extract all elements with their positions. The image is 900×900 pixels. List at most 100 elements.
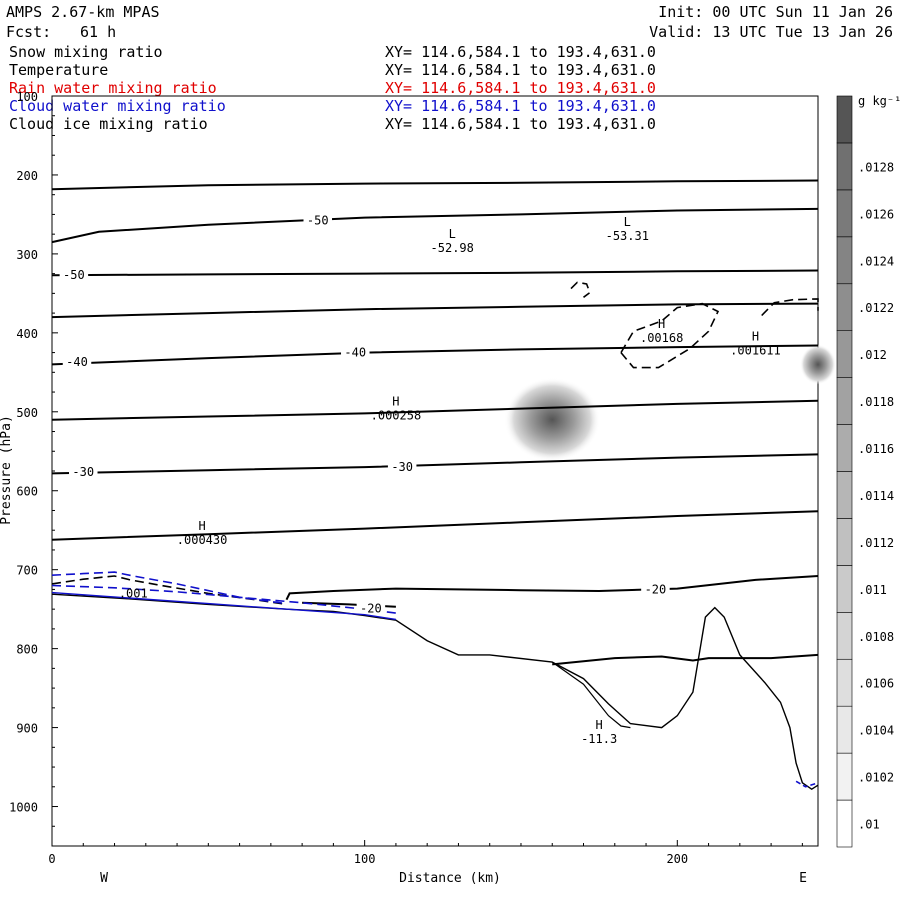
legend-item-xy: XY= 114.6,584.1 to 193.4,631.0 (385, 115, 656, 133)
colorbar: .01 .0102 .0104 .0106 .0108 .011 .0112 .0114 .01… (836, 94, 900, 848)
contour-label-bg (387, 459, 417, 473)
contour-label-bg (59, 267, 89, 281)
y-tick-label: 400 (16, 327, 38, 341)
colorbar-swatch (836, 565, 853, 613)
west-label: W (100, 871, 108, 886)
extremum-value: .00168 (640, 331, 683, 345)
isotherm-line (51, 344, 819, 366)
legend-item-name: Snow mixing ratio (9, 43, 163, 61)
y-tick-label: 900 (16, 722, 38, 736)
legend: Snow mixing ratio XY= 114.6,584.1 to 193.… (9, 43, 656, 133)
terrain-line (51, 593, 819, 791)
shaded-maximum (800, 344, 836, 385)
contour-label-bg (303, 212, 333, 226)
isotherm-line (51, 179, 819, 191)
isotherm-line (51, 269, 819, 277)
init-time: Init: 00 UTC Sun 11 Jan 26 (658, 3, 893, 21)
y-tick-label: 800 (16, 643, 38, 657)
snow-contour (570, 281, 591, 298)
y-tick-label: 700 (16, 564, 38, 578)
colorbar-label: .0116 (858, 442, 894, 456)
terrain-line (551, 661, 631, 729)
extremum-marker: H (658, 317, 665, 331)
colorbar-label: .011 (858, 583, 887, 597)
cloud-water-contour (795, 780, 819, 788)
y-tick-label: 500 (16, 406, 38, 420)
forecast-hours: 61 h (80, 23, 116, 41)
extremum-marker: L (449, 227, 456, 241)
colorbar-swatch (836, 424, 853, 472)
contour-label-bg (341, 344, 370, 358)
colorbar-label: .01 (858, 818, 880, 832)
snow-contour (761, 298, 819, 317)
extremum-marker: H (198, 519, 205, 533)
legend-item-xy: XY= 114.6,584.1 to 193.4,631.0 (385, 97, 656, 115)
y-axis-title: Pressure (hPa) (0, 415, 14, 525)
contour-label-bg (62, 354, 92, 368)
cloud-water-contour (51, 591, 397, 621)
colorbar-swatch (836, 330, 853, 378)
isotherm-label: -20 (360, 601, 382, 615)
shaded-maximum (504, 377, 601, 462)
extremum-marker: H (392, 394, 399, 408)
colorbar-swatch (836, 142, 853, 191)
isotherm-label: -50 (63, 268, 85, 282)
isotherm-label: -50 (307, 214, 329, 228)
snow-contour-label: .001 (119, 586, 148, 600)
colorbar-swatch (836, 377, 853, 425)
contour-label-bg (641, 581, 670, 595)
y-tick-label: 300 (16, 248, 38, 262)
forecast-label: Fcst: (6, 23, 51, 41)
legend-item-xy: XY= 114.6,584.1 to 193.4,631.0 (385, 61, 656, 79)
colorbar-label: .0106 (858, 677, 894, 691)
extremum-value: -11.3 (581, 732, 617, 746)
y-tick-label: 200 (16, 169, 38, 183)
colorbar-label: .0114 (858, 489, 894, 503)
colorbar-swatch (836, 283, 853, 331)
contour-label-bg (69, 463, 98, 477)
isotherm-line (51, 302, 819, 319)
colorbar-label: .0108 (858, 630, 894, 644)
x-tick-label: 100 (354, 852, 376, 866)
colorbar-label: .0118 (858, 395, 894, 409)
colorbar-swatch (836, 612, 853, 660)
y-tick-label: 600 (16, 485, 38, 499)
contour-lines (51, 179, 819, 791)
colorbar-swatch (836, 471, 853, 519)
valid-time: Valid: 13 UTC Tue 13 Jan 26 (649, 23, 893, 41)
extremum-marker: H (752, 330, 759, 344)
colorbar-swatch (836, 95, 853, 144)
isotherm-line (51, 510, 819, 541)
colorbar-swatch (836, 518, 853, 566)
isotherm-line (51, 453, 819, 475)
legend-item-xy: XY= 114.6,584.1 to 193.4,631.0 (385, 79, 656, 97)
y-tick-label: 1000 (9, 801, 38, 815)
east-label: E (799, 871, 807, 886)
colorbar-label: .0124 (858, 254, 894, 268)
legend-item-name: Rain water mixing ratio (9, 79, 217, 97)
legend-item-xy: XY= 114.6,584.1 to 193.4,631.0 (385, 43, 656, 61)
shaded-field (504, 344, 836, 462)
isotherm-line (51, 207, 819, 244)
isotherm-label: -40 (66, 355, 88, 369)
x-tick-label: 200 (666, 852, 688, 866)
colorbar-swatch (836, 705, 853, 754)
isotherm-label: -30 (391, 460, 413, 474)
extremum-value: -53.31 (606, 229, 649, 243)
extremum-value: -52.98 (431, 241, 474, 255)
extremum-marker: H (596, 718, 603, 732)
extremum-marker: L (624, 215, 631, 229)
colorbar-label: .0122 (858, 301, 894, 315)
legend-item-name: Temperature (9, 61, 108, 79)
colorbar-label: .012 (858, 348, 887, 362)
legend-item-name: Cloud water mixing ratio (9, 97, 226, 115)
isotherm-label: -20 (645, 582, 667, 596)
isotherm-label: -30 (72, 465, 94, 479)
extremum-value: .000430 (177, 533, 228, 547)
model-title: AMPS 2.67-km MPAS (6, 3, 160, 21)
colorbar-swatch (836, 189, 853, 238)
annotations: -50-50-40-40-30-30-20-20.001L-52.98L-53.… (59, 212, 781, 746)
colorbar-swatch (836, 799, 853, 848)
colorbar-label: .0104 (858, 724, 894, 738)
